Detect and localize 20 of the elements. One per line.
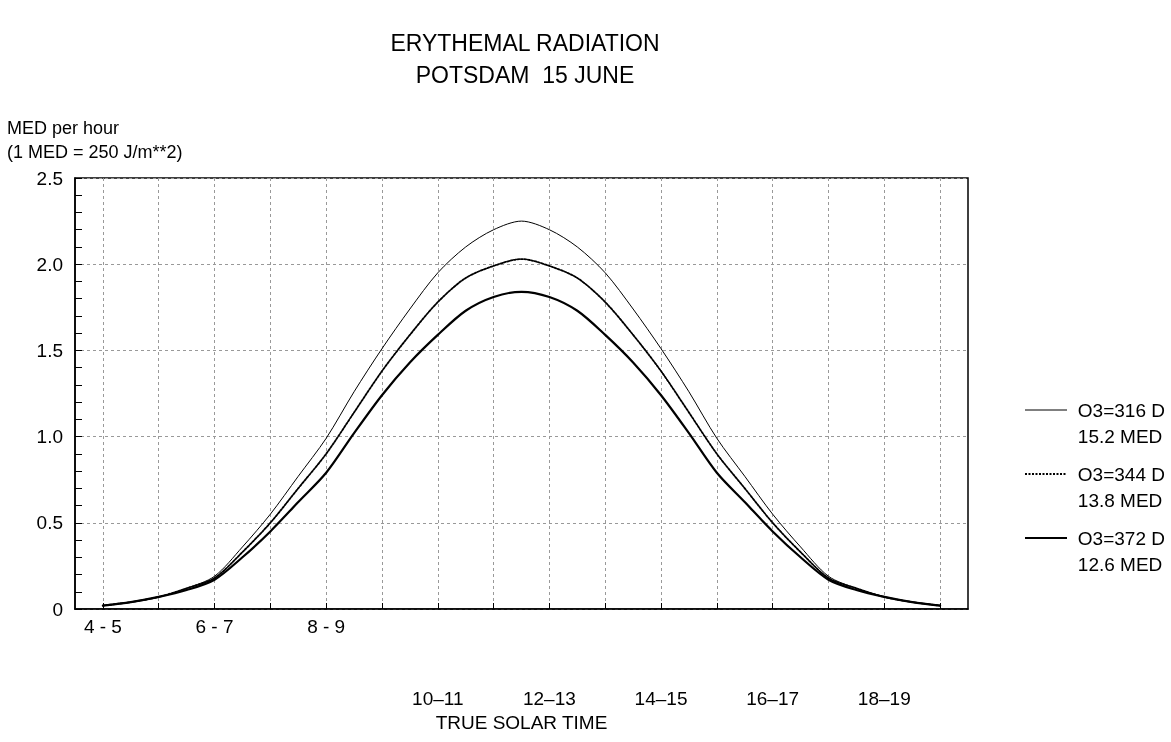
x-tick-label: 14–15 <box>634 688 688 709</box>
y-tick-label: 0 <box>52 598 63 620</box>
y-tick-label: 0.5 <box>36 512 63 534</box>
chart-title: ERYTHEMAL RADIATION POTSDAM 15 JUNE <box>390 30 660 88</box>
x-tick-label: 12–13 <box>522 688 576 709</box>
x-tick-label: 6 - 7 <box>195 616 234 637</box>
x-tick-label: 18–19 <box>857 688 911 709</box>
y-tick-label: 1.0 <box>36 426 63 448</box>
y-tick-label: 2.5 <box>36 167 63 189</box>
y-tick-label: 1.5 <box>36 339 63 361</box>
legend-label: O3=316 D 15.2 MED <box>1077 399 1165 449</box>
legend-label: O3=372 D 12.6 MED <box>1077 527 1165 577</box>
x-tick-label: 8 - 9 <box>307 616 346 637</box>
x-axis-title: TRUE SOLAR TIME <box>435 711 608 733</box>
legend-label: O3=344 D 13.8 MED <box>1077 463 1165 513</box>
x-tick-label: 16–17 <box>746 688 800 709</box>
x-tick-label: 4 - 5 <box>83 616 122 637</box>
y-axis-title: MED per hour (1 MED = 250 J/m**2) <box>7 118 183 162</box>
x-tick-label: 10–11 <box>412 688 464 709</box>
y-tick-label: 2.0 <box>36 253 63 275</box>
